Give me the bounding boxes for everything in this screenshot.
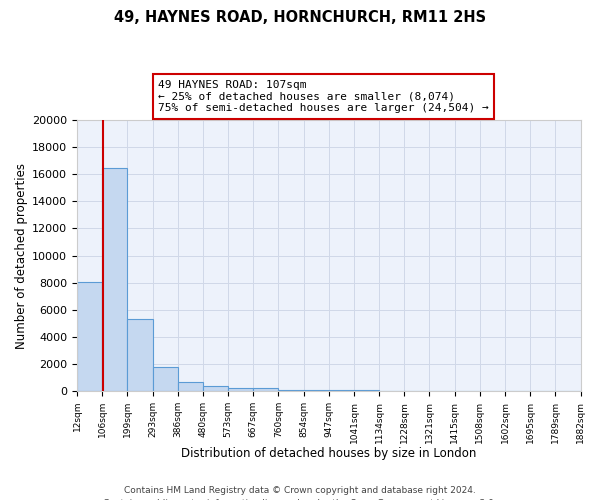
Bar: [278, 390, 304, 391]
Bar: [152, 368, 178, 391]
Bar: [127, 319, 152, 391]
Bar: [304, 390, 329, 391]
Y-axis label: Number of detached properties: Number of detached properties: [15, 162, 28, 348]
Bar: [77, 282, 103, 391]
Bar: [329, 390, 354, 391]
Bar: [178, 382, 203, 391]
Text: 49, HAYNES ROAD, HORNCHURCH, RM11 2HS: 49, HAYNES ROAD, HORNCHURCH, RM11 2HS: [114, 10, 486, 25]
Text: Contains HM Land Registry data © Crown copyright and database right 2024.: Contains HM Land Registry data © Crown c…: [124, 486, 476, 495]
Bar: [228, 388, 253, 391]
Bar: [203, 386, 228, 391]
Bar: [354, 390, 379, 391]
Bar: [253, 388, 278, 391]
Text: Contains public sector information licensed under the Open Government Licence v3: Contains public sector information licen…: [103, 498, 497, 500]
X-axis label: Distribution of detached houses by size in London: Distribution of detached houses by size …: [181, 447, 476, 460]
Bar: [103, 168, 127, 391]
Text: 49 HAYNES ROAD: 107sqm
← 25% of detached houses are smaller (8,074)
75% of semi-: 49 HAYNES ROAD: 107sqm ← 25% of detached…: [158, 80, 489, 113]
Title: Size of property relative to detached houses in London: Size of property relative to detached ho…: [167, 104, 491, 118]
